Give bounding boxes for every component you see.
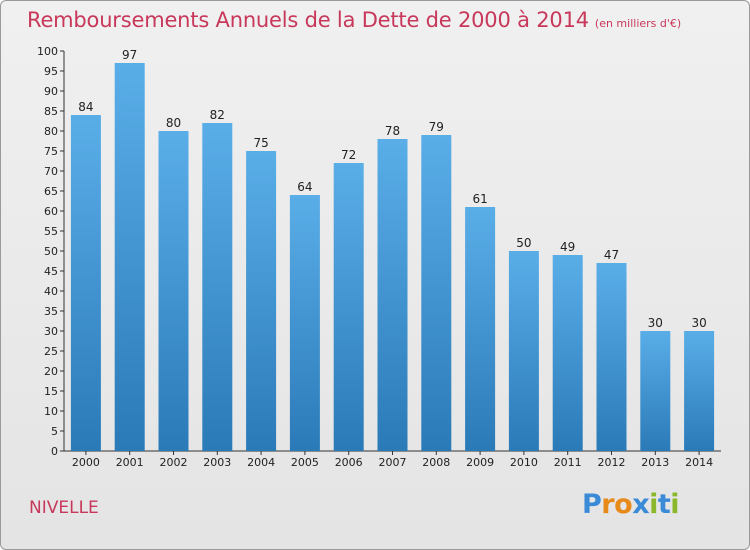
bar-value-label: 75: [253, 136, 268, 150]
bar: [684, 331, 715, 451]
x-tick-label: 2008: [422, 456, 450, 469]
bar: [377, 139, 408, 451]
y-tick-label: 0: [51, 445, 58, 458]
bar: [552, 255, 583, 451]
y-tick-label: 75: [44, 145, 58, 158]
bar: [421, 135, 452, 451]
commune-name: NIVELLE: [29, 498, 99, 518]
bar-value-label: 30: [648, 316, 663, 330]
y-tick-label: 60: [44, 205, 58, 218]
y-tick-label: 20: [44, 365, 58, 378]
logo-letter: P: [582, 489, 602, 520]
y-tick-label: 25: [44, 345, 58, 358]
logo-letter: o: [614, 489, 633, 520]
bar-value-label: 78: [385, 124, 400, 138]
y-tick-label: 70: [44, 165, 58, 178]
logo-letter: r: [601, 489, 615, 520]
x-tick-label: 2014: [685, 456, 713, 469]
x-tick-label: 2004: [247, 456, 275, 469]
bar-value-label: 50: [516, 236, 531, 250]
y-tick-label: 35: [44, 305, 58, 318]
bar-value-label: 30: [691, 316, 706, 330]
x-tick-label: 2012: [598, 456, 626, 469]
y-tick-label: 80: [44, 125, 58, 138]
bar-value-label: 97: [122, 48, 137, 62]
bar: [508, 251, 539, 451]
bar-value-label: 79: [429, 120, 444, 134]
x-tick-label: 2010: [510, 456, 538, 469]
chart-title-text: Remboursements Annuels de la Dette de 20…: [27, 8, 589, 32]
bar: [596, 263, 627, 451]
x-tick-label: 2002: [160, 456, 188, 469]
bar-value-label: 64: [297, 180, 312, 194]
y-tick-label: 30: [44, 325, 58, 338]
bar-value-label: 61: [472, 192, 487, 206]
y-tick-label: 95: [44, 65, 58, 78]
chart-title: Remboursements Annuels de la Dette de 20…: [27, 8, 681, 32]
bar: [114, 63, 145, 451]
bar: [465, 207, 496, 451]
bar-value-label: 72: [341, 148, 356, 162]
bar-value-label: 49: [560, 240, 575, 254]
y-tick-label: 85: [44, 105, 58, 118]
bar-value-label: 80: [166, 116, 181, 130]
x-tick-label: 2009: [466, 456, 494, 469]
bar: [289, 195, 320, 451]
x-tick-label: 2003: [203, 456, 231, 469]
logo-letter: i: [670, 489, 680, 520]
x-tick-label: 2007: [379, 456, 407, 469]
bar: [640, 331, 671, 451]
y-tick-label: 50: [44, 245, 58, 258]
y-tick-label: 5: [51, 425, 58, 438]
bar: [70, 115, 101, 451]
y-tick-label: 55: [44, 225, 58, 238]
x-tick-label: 2013: [641, 456, 669, 469]
logo-letter: t: [657, 489, 671, 520]
bar-value-label: 82: [210, 108, 225, 122]
bar: [333, 163, 364, 451]
y-tick-label: 90: [44, 85, 58, 98]
bar: [158, 131, 189, 451]
x-tick-label: 2006: [335, 456, 363, 469]
x-tick-label: 2005: [291, 456, 319, 469]
bar-value-label: 84: [78, 100, 93, 114]
proxiti-logo: Proxiti: [582, 489, 680, 520]
chart-subtitle: (en milliers d'€): [594, 17, 682, 30]
logo-letter: i: [649, 489, 658, 520]
y-tick-label: 100: [37, 45, 58, 58]
bar: [202, 123, 233, 451]
y-tick-label: 45: [44, 265, 58, 278]
logo-letter: x: [632, 489, 650, 520]
x-tick-label: 2001: [116, 456, 144, 469]
y-tick-label: 10: [44, 405, 58, 418]
x-tick-label: 2000: [72, 456, 100, 469]
y-tick-label: 15: [44, 385, 58, 398]
x-tick-label: 2011: [554, 456, 582, 469]
bar: [246, 151, 277, 451]
y-tick-label: 40: [44, 285, 58, 298]
bar-value-label: 47: [604, 248, 619, 262]
y-tick-label: 65: [44, 185, 58, 198]
